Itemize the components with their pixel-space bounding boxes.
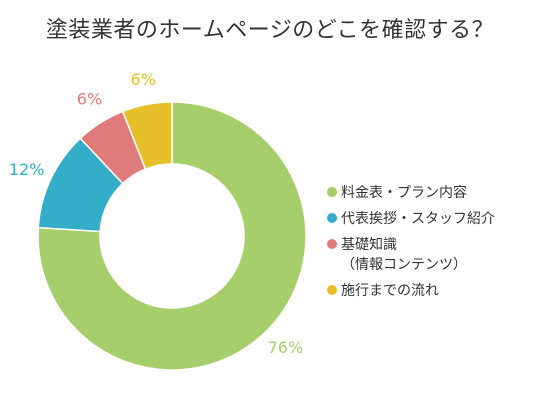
legend: 料金表・プラン内容 代表挨拶・スタッフ紹介 基礎知識 （情報コンテンツ） 施行ま… — [327, 183, 495, 307]
legend-item-process: 施行までの流れ — [327, 281, 495, 301]
slice-process — [121, 101, 173, 171]
legend-label: 施行までの流れ — [341, 283, 439, 299]
legend-item-knowledge: 基礎知識 （情報コンテンツ） — [327, 235, 495, 275]
legend-label: 代表挨拶・スタッフ紹介 — [341, 211, 495, 227]
slice-label-pricing: 76% — [268, 338, 304, 357]
slice-label-staff: 12% — [9, 160, 45, 179]
legend-swatch — [327, 239, 337, 249]
legend-item-staff: 代表挨拶・スタッフ紹介 — [327, 209, 495, 229]
legend-label: 料金表・プラン内容 — [341, 185, 467, 201]
slice-label-process: 6% — [130, 70, 155, 89]
legend-swatch — [327, 187, 337, 197]
legend-swatch — [327, 213, 337, 223]
chart-title: 塗装業者のホームページのどこを確認する？ — [45, 18, 495, 43]
legend-item-pricing: 料金表・プラン内容 — [327, 183, 495, 203]
slice-pricing — [37, 101, 307, 371]
legend-swatch — [327, 285, 337, 295]
slice-label-knowledge: 6% — [77, 89, 102, 108]
legend-label: 基礎知識 （情報コンテンツ） — [341, 237, 467, 273]
